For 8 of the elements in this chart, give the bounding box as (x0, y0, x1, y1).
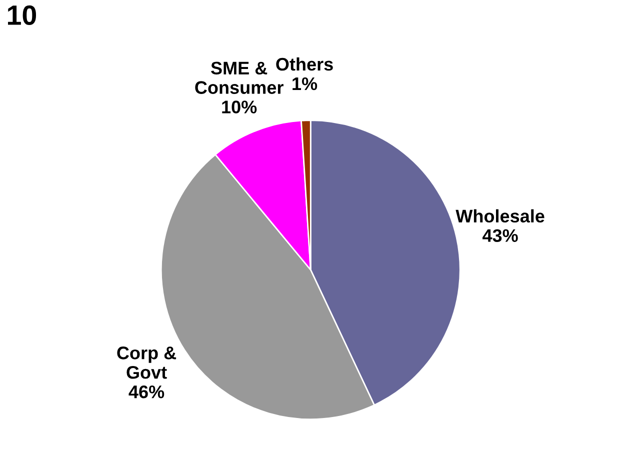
chart-title: 10 (8, 5, 36, 26)
data-label: 46% (128, 385, 164, 398)
slice-label: Others (276, 57, 333, 71)
data-label: 1% (292, 77, 318, 90)
data-label: 43% (482, 229, 518, 242)
slice-label: Wholesale (456, 209, 544, 223)
slice-label: Corp & Govt (117, 346, 176, 379)
data-label: 10% (222, 100, 257, 114)
